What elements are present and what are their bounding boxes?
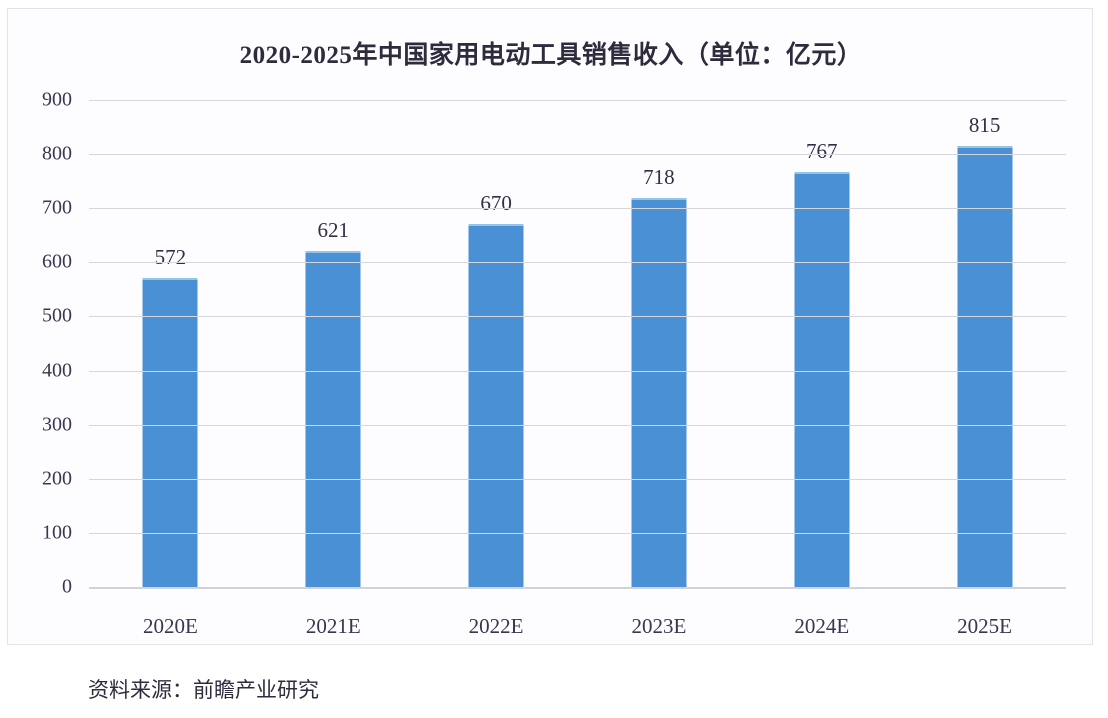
- gridline: [89, 532, 1066, 534]
- bar-value-label: 670: [480, 191, 512, 216]
- bar-value-label: 767: [805, 138, 838, 163]
- x-axis-tick-label: 2020E: [142, 614, 198, 638]
- gridline: [89, 100, 1066, 101]
- x-axis-tick-label: 2022E: [468, 614, 524, 638]
- bar-value-label: 718: [643, 165, 675, 190]
- bar[interactable]: [142, 277, 198, 587]
- gridline: [89, 154, 1066, 156]
- y-axis-tick-label: 100: [42, 521, 72, 544]
- y-axis-tick-label: 600: [42, 250, 72, 273]
- gridline: [89, 370, 1066, 372]
- gridline: [89, 424, 1066, 426]
- bar[interactable]: [305, 250, 361, 587]
- gridline: [89, 316, 1066, 318]
- bar-group: 718: [578, 100, 741, 587]
- bar[interactable]: [957, 146, 1013, 587]
- x-axis-tick-label: 2025E: [957, 614, 1012, 638]
- y-axis-tick-label: 300: [42, 413, 72, 436]
- bar[interactable]: [631, 198, 687, 587]
- bar-group: 572: [89, 100, 252, 587]
- plot-area: 572 621 670 718 767 815 0 100 200 300 400 500 600 70…: [42, 89, 1066, 598]
- y-axis-tick-label: 400: [42, 359, 72, 382]
- bar-group: 767: [740, 100, 903, 587]
- y-axis-tick-label: 900: [42, 88, 72, 111]
- source-note: 资料来源：前瞻产业研究: [88, 678, 319, 702]
- x-axis-labels: 2020E 2021E 2022E 2023E 2024E 2025E: [89, 595, 1066, 645]
- y-axis-tick-label: 800: [42, 142, 72, 165]
- gridline: [89, 478, 1066, 480]
- bar[interactable]: [794, 171, 850, 587]
- y-axis-tick-label: 700: [42, 196, 72, 219]
- bar-value-label: 572: [154, 244, 187, 269]
- x-axis-tick-label: 2023E: [631, 614, 687, 638]
- chart-title: 2020-2025年中国家用电动工具销售收入（单位：亿元）: [239, 42, 863, 69]
- bar-value-label: 621: [317, 217, 349, 242]
- x-axis-tick-label: 2024E: [794, 614, 850, 638]
- gridline: [89, 208, 1066, 210]
- axis-baseline: [89, 587, 1066, 589]
- bar[interactable]: [468, 224, 524, 587]
- y-axis-tick-label: 500: [42, 304, 72, 327]
- bars-layer: 572 621 670 718 767 815: [89, 100, 1066, 587]
- y-axis-tick-label: 200: [42, 467, 72, 490]
- y-axis-tick-label: 0: [62, 575, 72, 598]
- bar-group: 815: [903, 100, 1066, 587]
- gridline: [89, 262, 1066, 264]
- bar-value-label: 815: [968, 113, 1001, 137]
- chart-frame: 2020-2025年中国家用电动工具销售收入（单位：亿元） 572 621 670 7…: [7, 8, 1093, 645]
- bar-group: 670: [415, 100, 578, 587]
- bar-group: 621: [252, 100, 415, 587]
- x-axis-tick-label: 2021E: [305, 614, 361, 638]
